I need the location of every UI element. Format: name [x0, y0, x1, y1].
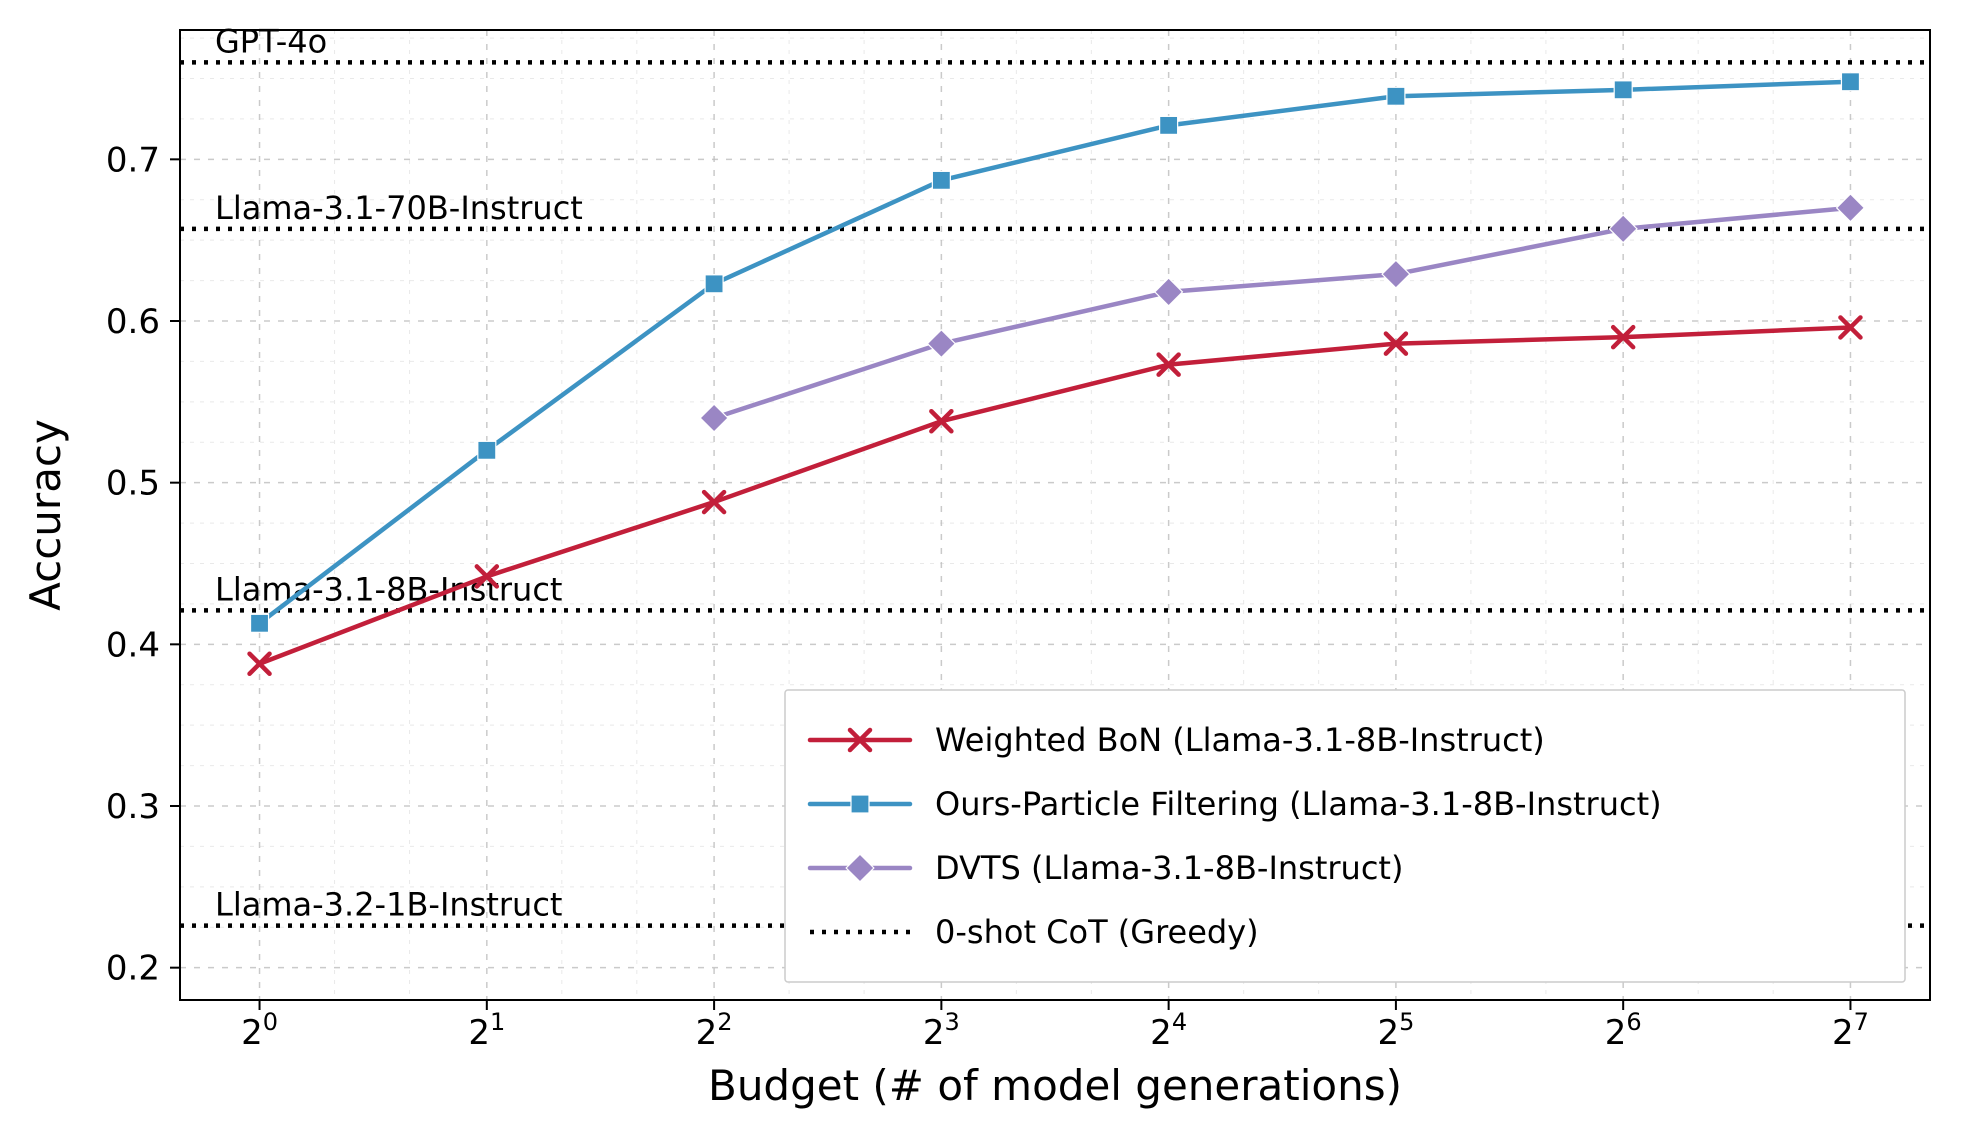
accuracy-vs-budget-chart: GPT-4o Llama-3.1-70B-Instruct Llama-3.1-8B… — [0, 0, 1965, 1148]
ytick-label: 0.7 — [106, 140, 160, 180]
legend-item-ref: 0-shot CoT (Greedy) — [935, 913, 1259, 951]
ytick-label: 0.5 — [106, 464, 160, 504]
ytick-label: 0.6 — [106, 302, 160, 342]
legend-item-weighted_bon: Weighted BoN (Llama-3.1-8B-Instruct) — [935, 721, 1545, 759]
refline-label-l70b: Llama-3.1-70B-Instruct — [215, 189, 583, 227]
refline-label-l1b: Llama-3.2-1B-Instruct — [215, 886, 562, 924]
legend-item-dvts: DVTS (Llama-3.1-8B-Instruct) — [935, 849, 1403, 887]
legend-item-ours_pf: Ours-Particle Filtering (Llama-3.1-8B-In… — [935, 785, 1662, 823]
x-axis-label: Budget (# of model generations) — [708, 1061, 1402, 1110]
ytick-label: 0.2 — [106, 949, 160, 989]
chart-svg: GPT-4o Llama-3.1-70B-Instruct Llama-3.1-8B… — [0, 0, 1965, 1148]
refline-label-l8b: Llama-3.1-8B-Instruct — [215, 570, 562, 608]
ytick-label: 0.4 — [106, 625, 160, 665]
refline-label-gpt4o: GPT-4o — [215, 22, 327, 60]
ytick-label: 0.3 — [106, 787, 160, 827]
legend: Weighted BoN (Llama-3.1-8B-Instruct) Ours… — [785, 690, 1905, 982]
y-axis-label: Accuracy — [21, 419, 70, 611]
